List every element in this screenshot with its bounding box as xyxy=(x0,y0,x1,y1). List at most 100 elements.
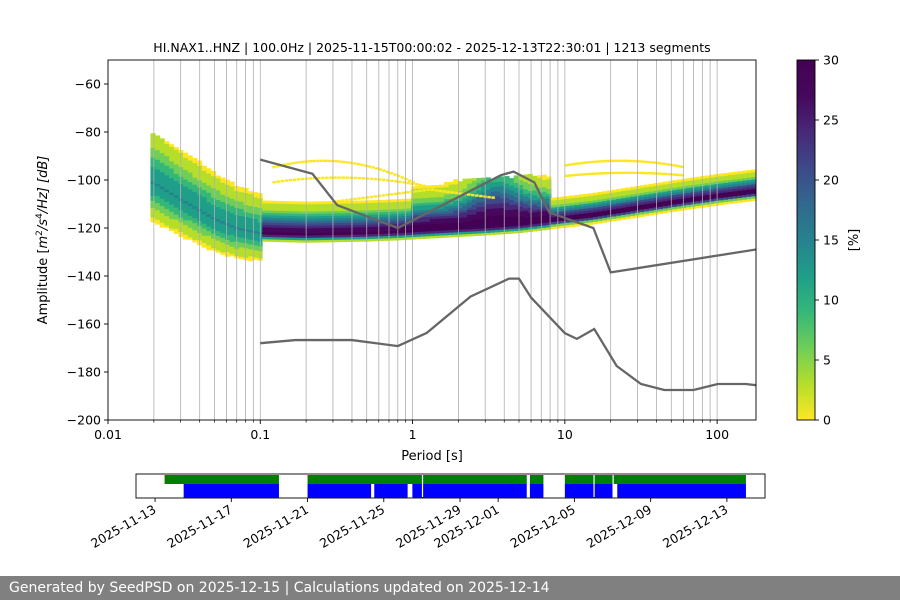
psd-heatmap-cell xyxy=(578,218,585,222)
psd-heatmap-cell xyxy=(597,211,603,214)
psd-heatmap-cell xyxy=(329,176,333,179)
psd-heatmap-cell xyxy=(462,217,468,220)
psd-heatmap-cell xyxy=(523,193,529,197)
psd-heatmap-cell xyxy=(732,198,738,201)
psd-heatmap-cell xyxy=(499,190,505,194)
psd-heatmap-cell xyxy=(150,174,156,177)
psd-heatmap-cell xyxy=(341,200,347,204)
psd-heatmap-cell xyxy=(499,205,505,208)
psd-heatmap-cell xyxy=(187,169,193,173)
psd-heatmap-cell xyxy=(606,192,612,196)
psd-heatmap-cell xyxy=(513,211,519,215)
psd-heatmap-cell xyxy=(220,187,226,190)
psd-heatmap-cell xyxy=(290,208,296,212)
psd-heatmap-cell xyxy=(411,186,417,190)
psd-heatmap-cell xyxy=(150,214,156,218)
psd-heatmap-cell xyxy=(639,194,645,198)
psd-heatmap-cell xyxy=(248,222,254,226)
psd-heatmap-cell xyxy=(192,237,198,240)
psd-heatmap-cell xyxy=(229,251,235,254)
psd-heatmap-cell xyxy=(155,176,161,180)
psd-heatmap-cell xyxy=(630,189,636,192)
psd-heatmap-cell xyxy=(187,198,193,202)
psd-heatmap-cell xyxy=(476,204,482,208)
psd-heatmap-cell xyxy=(728,179,734,183)
psd-heatmap-cell xyxy=(602,217,608,221)
psd-heatmap-cell xyxy=(364,219,370,223)
psd-heatmap-cell xyxy=(318,215,324,219)
psd-heatmap-cell xyxy=(490,213,496,216)
psd-heatmap-cell xyxy=(211,238,217,241)
psd-heatmap-cell xyxy=(662,184,668,187)
psd-heatmap-cell xyxy=(582,173,587,176)
psd-heatmap-cell xyxy=(481,187,487,191)
psd-heatmap-cell xyxy=(294,239,300,243)
psd-heatmap-cell xyxy=(467,197,473,201)
psd-heatmap-cell xyxy=(285,239,291,243)
psd-heatmap-cell xyxy=(656,172,661,175)
psd-heatmap-cell xyxy=(457,214,463,218)
footer-text: Generated by SeedPSD on 2025-12-15 | Cal… xyxy=(9,580,550,596)
psd-heatmap-cell xyxy=(155,193,161,196)
psd-heatmap-cell xyxy=(537,208,543,212)
psd-heatmap-cell xyxy=(611,196,617,200)
psd-heatmap-cell xyxy=(353,197,357,201)
psd-heatmap-cell xyxy=(308,211,314,214)
psd-heatmap-cell xyxy=(415,219,422,223)
psd-heatmap-cell xyxy=(164,222,170,226)
psd-heatmap-cell xyxy=(737,173,743,177)
psd-heatmap-cell xyxy=(276,224,282,228)
psd-heatmap-cell xyxy=(299,223,305,226)
psd-heatmap-cell xyxy=(518,182,524,185)
psd-heatmap-cell xyxy=(341,229,347,233)
psd-heatmap-cell xyxy=(388,213,394,217)
psd-heatmap-cell xyxy=(322,213,328,217)
psd-heatmap-cell xyxy=(439,213,445,217)
psd-heatmap-cell xyxy=(560,218,566,221)
psd-heatmap-cell xyxy=(377,178,382,181)
psd-heatmap-cell xyxy=(159,179,165,182)
psd-heatmap-cell xyxy=(504,202,510,206)
psd-heatmap-cell xyxy=(238,186,245,190)
psd-heatmap-cell xyxy=(644,203,650,207)
psd-heatmap-cell xyxy=(276,220,282,223)
psd-heatmap-cell xyxy=(406,236,412,240)
psd-heatmap-cell xyxy=(360,236,366,240)
psd-heatmap-cell xyxy=(518,215,524,219)
psd-heatmap-cell xyxy=(434,232,440,236)
psd-heatmap-cell xyxy=(495,224,501,228)
psd-heatmap-cell xyxy=(215,199,221,203)
psd-heatmap-cell xyxy=(742,175,748,179)
psd-heatmap-cell xyxy=(620,188,626,192)
psd-heatmap-cell xyxy=(183,227,189,230)
psd-heatmap-cell xyxy=(173,171,179,174)
psd-heatmap-cell xyxy=(541,181,547,185)
psd-heatmap-cell xyxy=(672,192,678,195)
psd-heatmap-cell xyxy=(290,237,296,241)
psd-heatmap-cell xyxy=(220,247,226,250)
psd-heatmap-cell xyxy=(159,203,165,206)
psd-heatmap-cell xyxy=(439,208,445,212)
psd-heatmap-cell xyxy=(327,225,333,228)
psd-heatmap-cell xyxy=(541,227,547,231)
psd-heatmap-cell xyxy=(360,226,366,230)
psd-heatmap-cell xyxy=(187,164,193,168)
psd-heatmap-cell xyxy=(238,230,245,233)
psd-heatmap-cell xyxy=(201,240,207,243)
data-availability-timeline: 2025-11-13 2025-11-17 2025-11-21 2025-11-25… xyxy=(88,473,766,551)
psd-heatmap-cell xyxy=(360,219,366,223)
psd-heatmap-cell xyxy=(305,160,309,163)
psd-heatmap-cell xyxy=(276,200,282,204)
psd-heatmap-cell xyxy=(187,210,193,214)
psd-heatmap-cell xyxy=(723,180,729,183)
psd-heatmap-cell xyxy=(159,150,165,154)
psd-heatmap-cell xyxy=(220,249,226,253)
psd-heatmap-cell xyxy=(630,191,636,195)
psd-heatmap-cell xyxy=(215,209,221,212)
psd-heatmap-cell xyxy=(322,208,328,212)
psd-heatmap-cell xyxy=(686,197,692,201)
psd-heatmap-cell xyxy=(248,203,254,207)
psd-heatmap-cell xyxy=(602,205,608,209)
psd-heatmap-cell xyxy=(490,215,496,219)
psd-heatmap-cell xyxy=(276,227,282,231)
